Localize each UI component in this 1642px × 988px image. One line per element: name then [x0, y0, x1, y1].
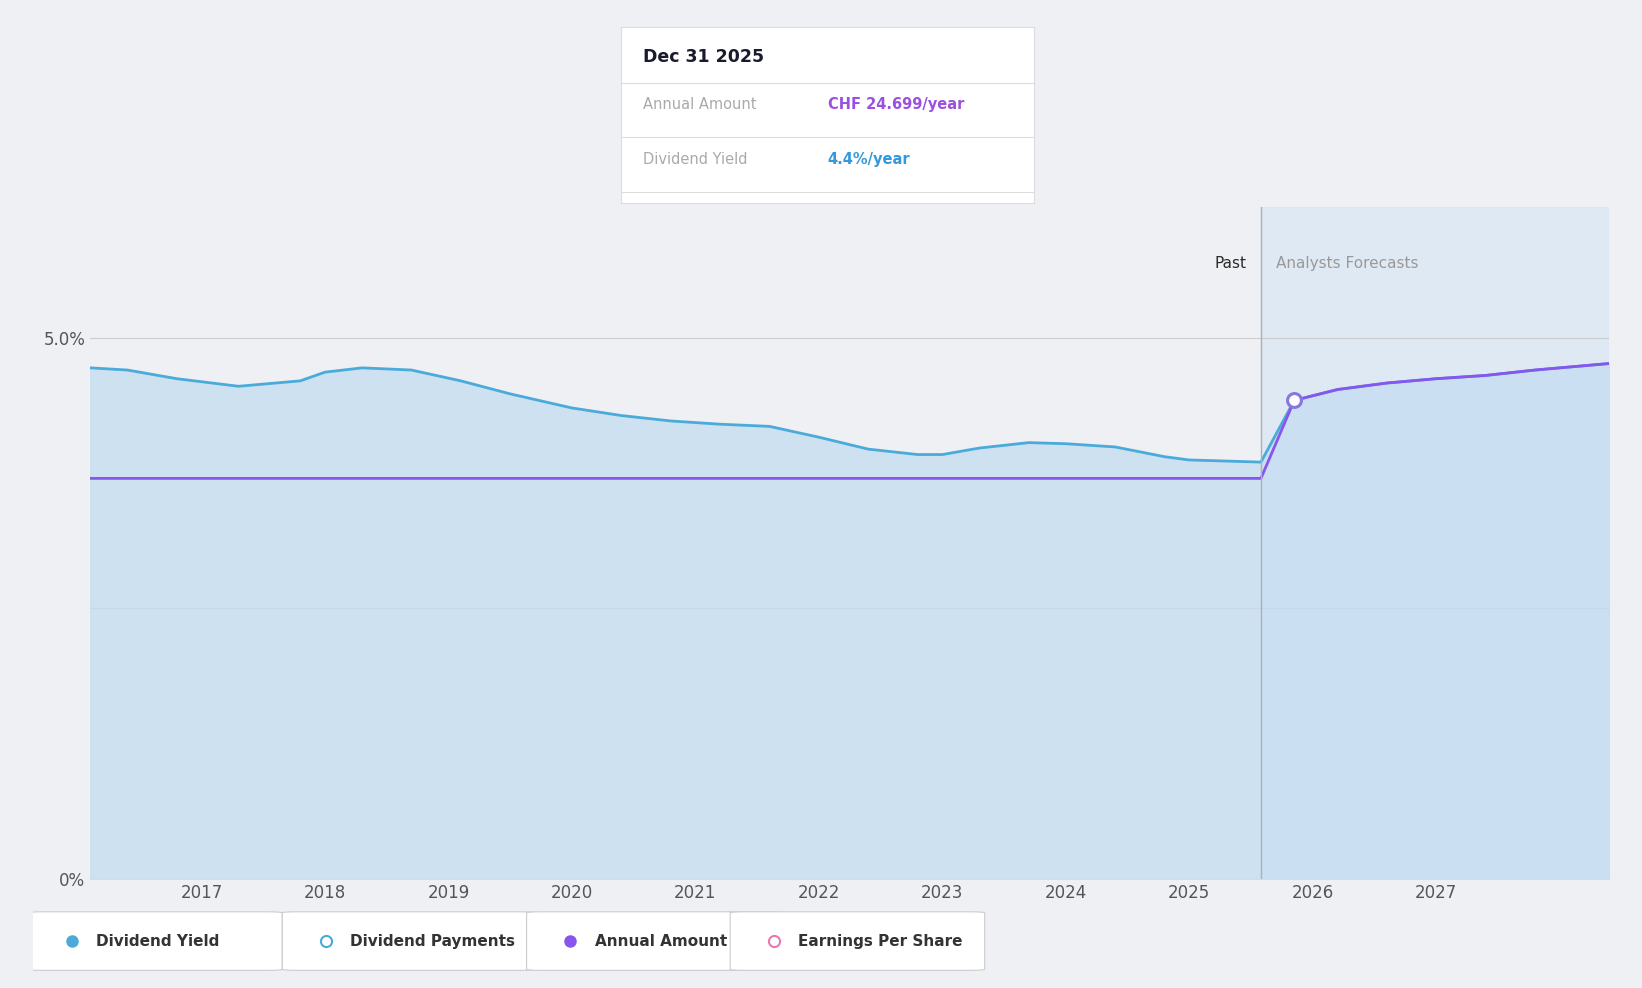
FancyBboxPatch shape	[282, 912, 537, 970]
Text: Earnings Per Share: Earnings Per Share	[798, 934, 962, 948]
Text: Dec 31 2025: Dec 31 2025	[644, 47, 765, 66]
Text: Past: Past	[1213, 256, 1246, 272]
Text: Annual Amount: Annual Amount	[594, 934, 727, 948]
Text: Analysts Forecasts: Analysts Forecasts	[1276, 256, 1419, 272]
Text: 4.4%/year: 4.4%/year	[828, 151, 910, 167]
FancyBboxPatch shape	[731, 912, 985, 970]
FancyBboxPatch shape	[28, 912, 282, 970]
Text: Dividend Payments: Dividend Payments	[350, 934, 516, 948]
FancyBboxPatch shape	[527, 912, 782, 970]
Text: Annual Amount: Annual Amount	[644, 97, 757, 112]
Text: CHF 24.699/year: CHF 24.699/year	[828, 97, 964, 112]
Text: Dividend Yield: Dividend Yield	[644, 151, 749, 167]
Text: Dividend Yield: Dividend Yield	[95, 934, 220, 948]
Bar	[1261, 207, 1609, 879]
